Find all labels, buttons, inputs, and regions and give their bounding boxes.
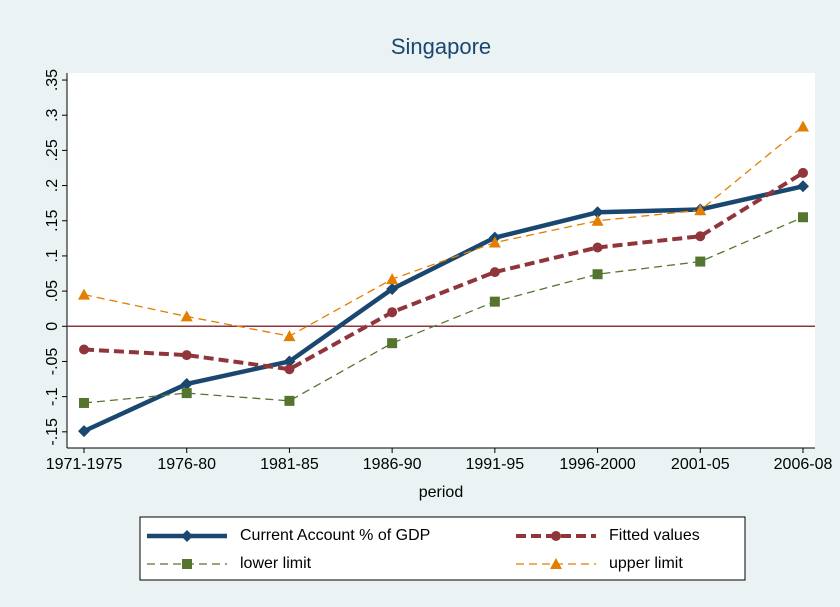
marker xyxy=(387,338,398,349)
x-tick-label: 1976-80 xyxy=(157,456,216,473)
marker xyxy=(79,397,89,408)
chart-title: Singapore xyxy=(391,34,491,59)
legend-label: Current Account % of GDP xyxy=(240,527,430,544)
marker xyxy=(797,120,809,132)
y-tick-label: .1 xyxy=(44,249,61,262)
x-tick-label: 2001-05 xyxy=(671,456,730,473)
y-tick-label: -.1 xyxy=(44,387,61,406)
marker xyxy=(798,212,808,223)
y-tick-label: 0 xyxy=(44,322,61,331)
legend xyxy=(139,516,746,581)
y-tick-label: .2 xyxy=(44,179,61,192)
y-tick-label: -.05 xyxy=(44,348,61,376)
series-line xyxy=(83,171,805,372)
marker xyxy=(181,388,192,399)
marker xyxy=(181,350,192,361)
y-tick-label: .35 xyxy=(44,69,61,91)
x-tick-label: 2006-08 xyxy=(774,456,833,473)
y-tick-label: -.15 xyxy=(44,418,61,446)
series-line xyxy=(83,125,804,337)
marker xyxy=(695,256,706,267)
marker xyxy=(180,377,193,390)
x-tick-label: 1981-85 xyxy=(260,456,319,473)
legend-marker xyxy=(182,559,192,569)
marker xyxy=(797,180,809,193)
marker xyxy=(284,395,295,406)
x-tick-label: 1986-90 xyxy=(363,456,422,473)
marker xyxy=(284,364,295,375)
series-line xyxy=(83,184,804,434)
marker xyxy=(386,273,399,285)
marker xyxy=(283,355,296,368)
x-tick-label: 1971-1975 xyxy=(46,456,123,473)
marker xyxy=(387,307,398,318)
marker xyxy=(78,288,90,300)
y-tick-label: .3 xyxy=(44,108,61,121)
legend-marker xyxy=(550,558,562,569)
legend-label: lower limit xyxy=(240,555,312,572)
marker xyxy=(79,344,89,355)
x-tick-label: 1996-2000 xyxy=(559,456,636,473)
marker xyxy=(283,330,296,342)
legend-label: Fitted values xyxy=(609,527,700,544)
y-tick-label: .15 xyxy=(44,210,61,232)
x-tick-label: 1991-95 xyxy=(465,456,524,473)
marker xyxy=(695,231,706,242)
marker xyxy=(694,204,707,216)
y-tick-label: .25 xyxy=(44,139,61,161)
marker xyxy=(489,296,500,307)
legend-marker xyxy=(181,530,193,542)
legend-label: upper limit xyxy=(609,555,683,572)
marker xyxy=(592,269,603,280)
marker xyxy=(489,267,500,278)
marker xyxy=(78,425,90,438)
plot-area xyxy=(67,73,815,448)
y-tick-label: .05 xyxy=(44,280,61,302)
marker xyxy=(798,167,808,178)
marker xyxy=(488,236,501,248)
marker xyxy=(591,206,604,219)
marker xyxy=(592,242,603,253)
legend-marker xyxy=(551,531,561,541)
marker xyxy=(386,282,399,295)
x-axis-title: period xyxy=(419,484,463,501)
marker xyxy=(180,310,193,322)
marker xyxy=(591,214,604,226)
series-line xyxy=(83,216,804,404)
